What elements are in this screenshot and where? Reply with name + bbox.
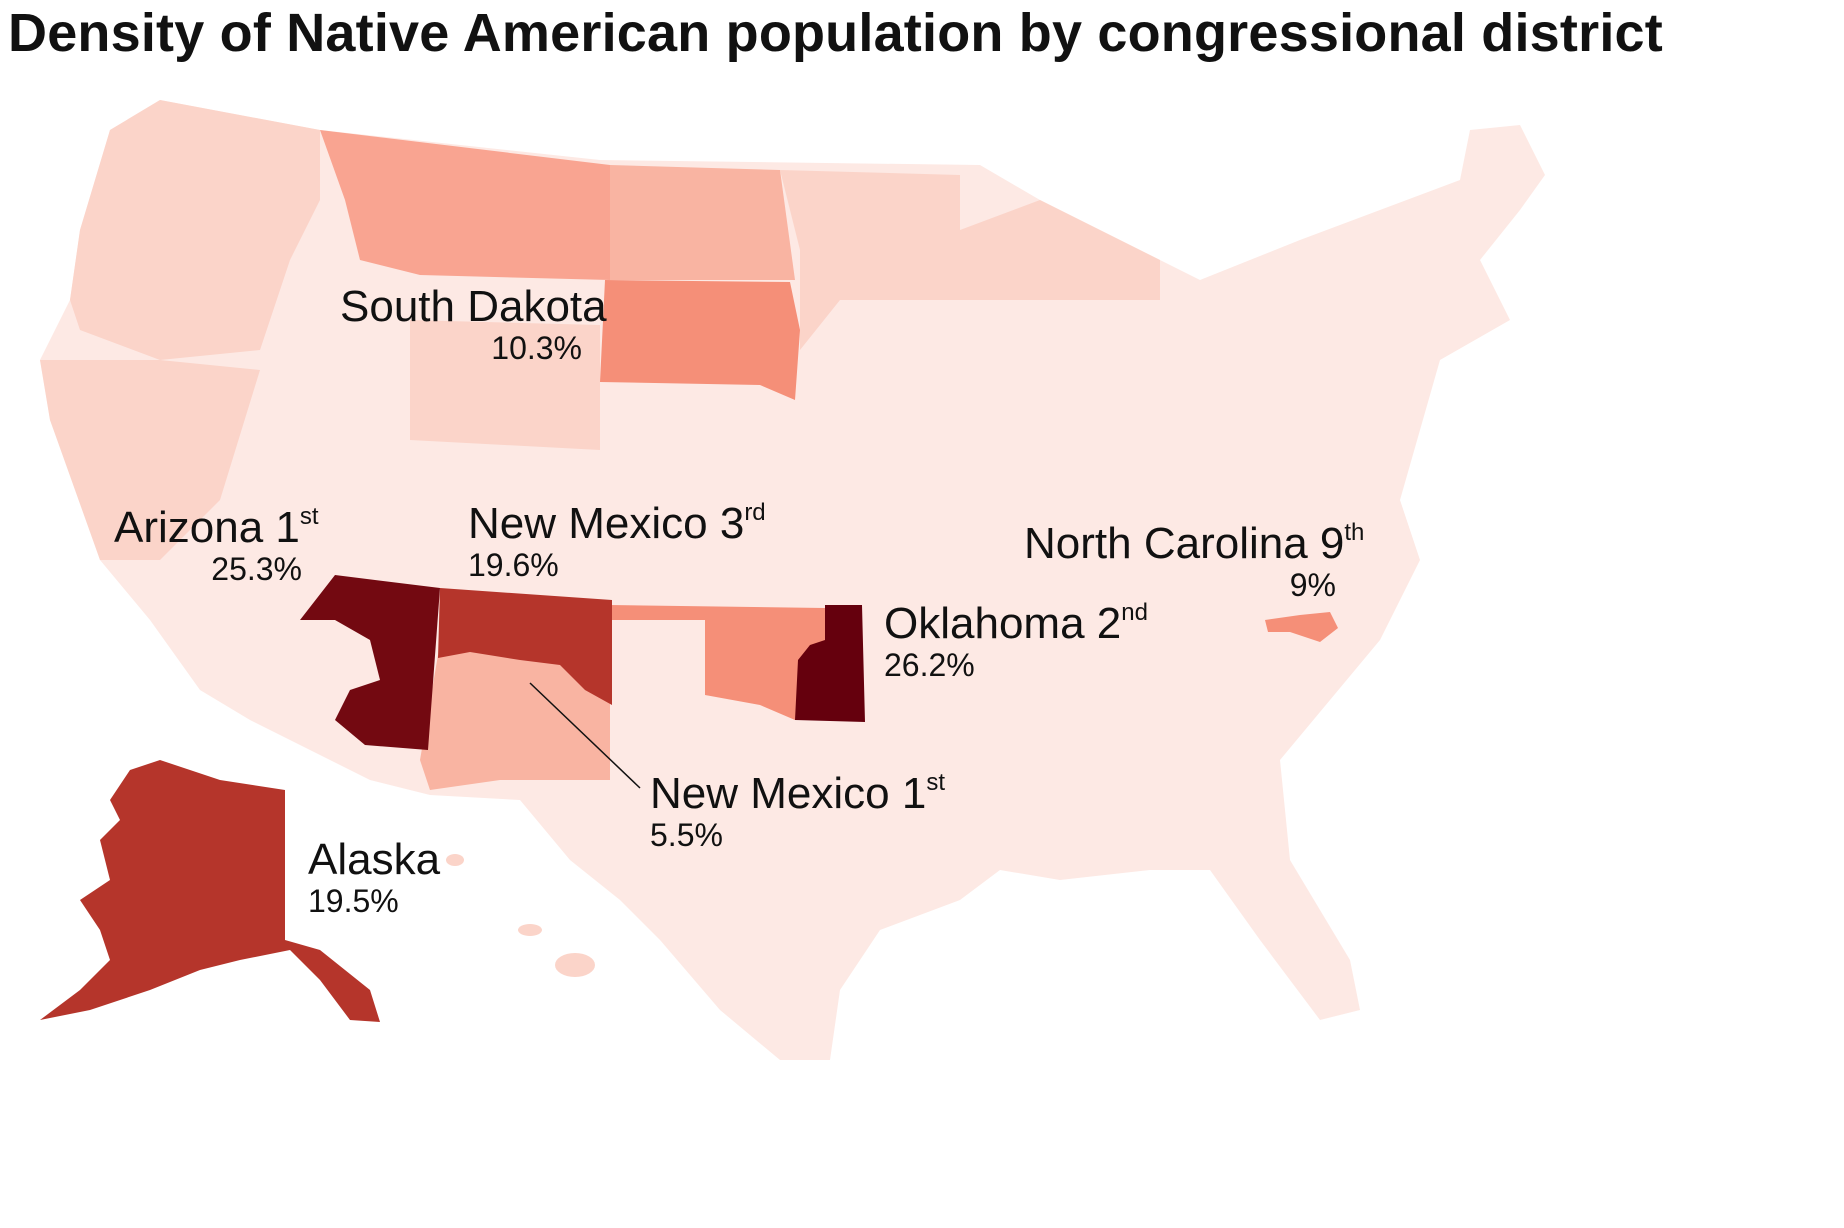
callout-name: North Carolina 9th [1024, 519, 1365, 568]
new-mexico-south [420, 650, 610, 790]
callout-value: 25.3% [211, 551, 302, 588]
callout-name: Alaska [308, 835, 441, 884]
hawaii-island-3 [446, 854, 464, 866]
north-dakota [610, 165, 795, 280]
callout-value: 9% [1289, 567, 1336, 604]
callout-south-dakota: South Dakota 10.3% [340, 282, 607, 367]
callout-value: 26.2% [884, 647, 975, 684]
region-minnesota [780, 170, 1160, 350]
callout-arizona-1: Arizona 1st 25.3% [114, 503, 319, 588]
callout-value: 5.5% [650, 817, 723, 854]
callout-name: South Dakota [340, 282, 607, 331]
oklahoma-other [610, 605, 825, 720]
montana [320, 130, 610, 280]
callout-new-mexico-1: New Mexico 1st 5.5% [650, 769, 945, 854]
north-carolina-9-shape [1265, 612, 1338, 642]
south-dakota-shape [600, 280, 800, 400]
callout-value: 19.6% [468, 547, 559, 584]
callout-name: Oklahoma 2nd [884, 599, 1148, 648]
region-nevada-ca [40, 360, 260, 560]
callout-value: 10.3% [491, 330, 582, 367]
region-wyoming [410, 320, 600, 450]
arizona-1-shape [300, 575, 440, 750]
callout-ordinal: rd [744, 499, 766, 526]
callout-north-carolina-9: North Carolina 9th 9% [1024, 519, 1364, 604]
callout-ordinal: st [926, 769, 945, 796]
oklahoma-2-shape [795, 605, 865, 722]
region-northwest [70, 100, 320, 360]
callout-name: New Mexico 3rd [468, 499, 766, 548]
alaska-shape [40, 760, 380, 1022]
callout-name: New Mexico 1st [650, 769, 945, 818]
new-mexico-1-leader-line [529, 682, 641, 789]
new-mexico-3-shape [438, 588, 612, 705]
callout-ordinal: th [1344, 519, 1365, 546]
page-title: Density of Native American population by… [8, 3, 1663, 63]
hawaii-island-2 [518, 924, 542, 936]
callout-new-mexico-3: New Mexico 3rd 19.6% [468, 499, 766, 584]
callout-value: 19.5% [308, 883, 399, 920]
callout-oklahoma-2: Oklahoma 2nd 26.2% [884, 599, 1148, 684]
callout-alaska: Alaska 19.5% [308, 835, 441, 920]
callout-ordinal: nd [1121, 599, 1148, 626]
callout-ordinal: st [299, 503, 319, 530]
callout-name: Arizona 1st [114, 503, 319, 552]
hawaii-island-1 [555, 953, 595, 977]
